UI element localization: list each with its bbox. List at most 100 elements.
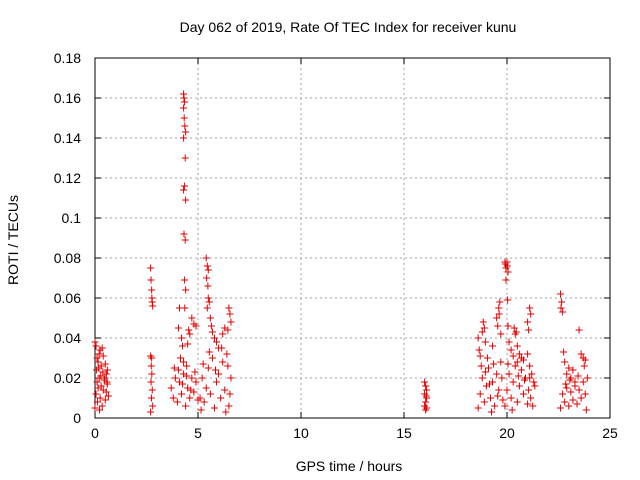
data-point	[213, 378, 221, 386]
data-point	[148, 286, 156, 294]
data-point	[101, 360, 109, 368]
data-point	[187, 386, 195, 394]
data-point	[180, 134, 188, 142]
data-point	[91, 404, 99, 412]
data-point	[422, 406, 430, 414]
data-point	[147, 264, 155, 272]
data-point	[421, 378, 429, 386]
data-point	[559, 390, 567, 398]
data-point	[183, 372, 191, 380]
data-point	[497, 358, 505, 366]
data-point	[182, 128, 190, 136]
data-point	[204, 282, 212, 290]
y-tick-label: 0.1	[62, 210, 82, 226]
data-point	[203, 304, 211, 312]
data-point	[521, 376, 529, 384]
plot-frame	[94, 57, 611, 419]
y-tick-label: 0.04	[54, 330, 81, 346]
data-point	[509, 352, 517, 360]
data-point	[204, 266, 212, 274]
y-tick-label: 0.16	[54, 90, 81, 106]
data-point	[210, 404, 218, 412]
tick-layer: 0 5 10 15 20 25 0 0.02 0.04 0.06 0.08 0.1 0.12 0.14 0.…	[54, 50, 618, 441]
data-point	[204, 294, 212, 302]
data-point	[575, 386, 583, 394]
data-point	[215, 370, 223, 378]
data-point	[213, 338, 221, 346]
data-point	[507, 346, 515, 354]
data-point	[184, 340, 192, 348]
x-tick-label: 20	[499, 425, 515, 441]
data-point	[498, 374, 506, 382]
data-point	[99, 352, 107, 360]
data-point	[174, 324, 182, 332]
data-point	[502, 276, 510, 284]
data-point	[227, 374, 235, 382]
data-point	[575, 326, 583, 334]
data-point	[513, 358, 521, 366]
x-tick-label: 0	[91, 425, 99, 441]
x-tick-label: 10	[293, 425, 309, 441]
data-point	[179, 380, 187, 388]
data-point	[557, 404, 565, 412]
data-point	[99, 368, 107, 376]
data-point	[103, 366, 111, 374]
data-point	[147, 276, 155, 284]
data-point	[557, 290, 565, 298]
data-point	[181, 182, 189, 190]
y-tick-label: 0.06	[54, 290, 81, 306]
data-point	[478, 374, 486, 382]
data-point	[170, 364, 178, 372]
data-point	[501, 402, 509, 410]
data-point	[180, 186, 188, 194]
data-point	[504, 296, 512, 304]
data-point	[192, 378, 200, 386]
data-point	[513, 398, 521, 406]
data-point	[208, 328, 216, 336]
data-point	[98, 344, 106, 352]
data-point	[504, 360, 512, 368]
data-point	[92, 390, 100, 398]
data-point	[571, 382, 579, 390]
data-point	[93, 398, 101, 406]
data-point	[504, 268, 512, 276]
data-point	[205, 348, 213, 356]
data-point	[580, 362, 588, 370]
data-point	[98, 402, 106, 410]
data-point	[198, 374, 206, 382]
data-point	[207, 322, 215, 330]
data-point	[192, 322, 200, 330]
data-point	[149, 302, 157, 310]
data-point	[180, 94, 188, 102]
data-point	[505, 370, 513, 378]
data-point	[481, 368, 489, 376]
data-point	[422, 392, 430, 400]
y-tick-label: 0.02	[54, 370, 81, 386]
data-point	[93, 378, 101, 386]
data-point	[221, 386, 229, 394]
data-point	[197, 406, 205, 414]
data-point	[96, 394, 104, 402]
data-point	[181, 154, 189, 162]
data-point	[565, 402, 573, 410]
data-point	[173, 398, 181, 406]
data-point	[511, 362, 519, 370]
data-point	[210, 334, 218, 342]
data-point	[499, 396, 507, 404]
data-point	[515, 350, 523, 358]
data-point	[147, 394, 155, 402]
data-point	[559, 308, 567, 316]
data-point	[203, 274, 211, 282]
data-point	[581, 390, 589, 398]
data-point	[574, 372, 582, 380]
data-point	[191, 368, 199, 376]
data-point	[496, 298, 504, 306]
data-point	[495, 304, 503, 312]
data-point	[513, 342, 521, 350]
data-point	[493, 314, 501, 322]
data-point	[474, 404, 482, 412]
data-point	[515, 382, 523, 390]
data-point	[557, 304, 565, 312]
data-point	[528, 370, 536, 378]
